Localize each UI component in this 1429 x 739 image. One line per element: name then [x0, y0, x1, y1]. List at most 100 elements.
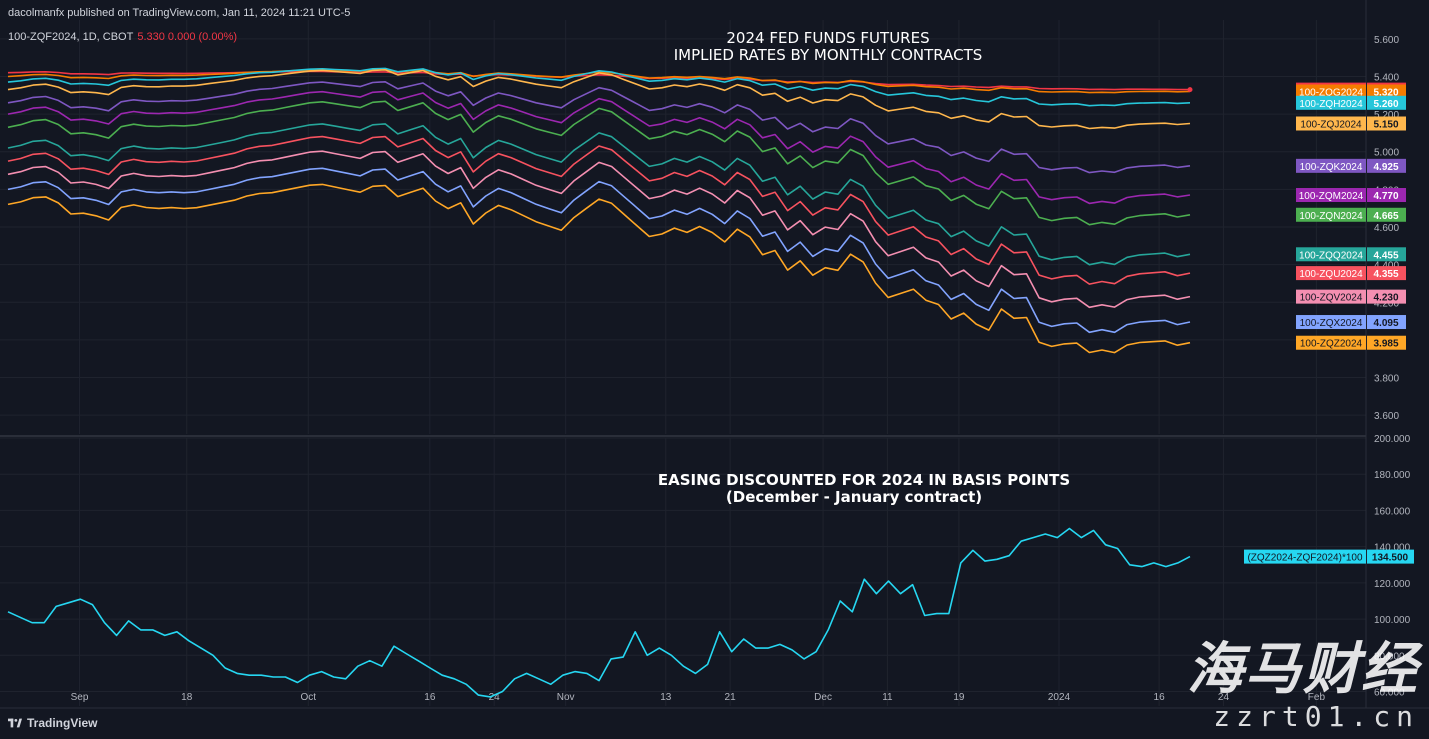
price-tick: 3.600 [1374, 411, 1399, 422]
bottom-pane-grid [0, 437, 1366, 706]
series-name: 100-ZQQ2024 [1299, 250, 1363, 261]
series-name-box [1296, 289, 1366, 304]
price-tick: 160.000 [1374, 506, 1411, 517]
series-last-value: 134.500 [1372, 553, 1409, 564]
price-tick: 4.200 [1374, 298, 1399, 309]
time-tick: 19 [953, 692, 965, 703]
time-tick: 21 [725, 692, 737, 703]
tradingview-logo-icon [8, 718, 22, 728]
price-label-100-zqq2024: 100-ZQQ2024 4.455 [1296, 247, 1406, 262]
bottom-price-axis[interactable]: 200.000 180.000 160.000 140.000 120.000 100.0… [1374, 434, 1411, 699]
time-tick: Nov [557, 692, 575, 703]
series-line-100-zqv2024[interactable] [7, 150, 1191, 309]
time-axis[interactable]: Sep 18 Oct 16 24 Nov 13 21 Dec 11 19 2024 16 24 Feb [71, 692, 1326, 703]
series-line-100-zqg2024[interactable] [7, 69, 1191, 94]
series-value-box [1367, 289, 1406, 304]
series-last-value: 5.150 [1373, 120, 1398, 131]
series-name: 100-ZQG2024 [1299, 88, 1363, 99]
symbol-values: 5.330 0.000 (0.00%) [137, 31, 238, 43]
series-line-100-zqx2024[interactable] [7, 167, 1191, 334]
series-name-box [1296, 84, 1366, 99]
series-line-100-zqm2024[interactable] [7, 90, 1191, 205]
time-tick: 16 [424, 692, 436, 703]
series-value-box [1367, 207, 1406, 222]
time-tick: Oct [301, 692, 317, 703]
price-label-100-zqn2024: 100-ZQN2024 4.665 [1296, 207, 1406, 222]
series-line-100-zqf2024[interactable] [7, 70, 1190, 91]
series-name: 100-ZQV2024 [1300, 293, 1363, 304]
price-label-100-zqx2024: 100-ZQX2024 4.095 [1296, 315, 1406, 330]
time-tick: 24 [1218, 692, 1230, 703]
series-line-100-zqj2024[interactable] [7, 69, 1191, 130]
series-value-box [1367, 188, 1406, 203]
series-name-box [1296, 266, 1366, 281]
series-name-box [1296, 335, 1366, 350]
bottom-chart-title: EASING DISCOUNTED FOR 2024 IN BASIS POIN… [658, 471, 1070, 489]
price-tick: 5.600 [1374, 35, 1399, 46]
series-name: 100-ZQM2024 [1299, 191, 1364, 202]
top-pane-price-labels: 100-ZQF20245.330100-ZQG20245.320100-ZQH2… [1296, 82, 1406, 350]
price-label-100-zqm2024: 100-ZQM2024 4.770 [1296, 188, 1406, 203]
series-last-value: 4.665 [1373, 211, 1398, 222]
series-name-box [1296, 188, 1366, 203]
time-tick: 13 [660, 692, 672, 703]
series-last-value: 4.925 [1373, 162, 1398, 173]
series-value-box [1367, 335, 1406, 350]
series-name: 100-ZQZ2024 [1300, 339, 1363, 350]
price-label-spread: (ZQZ2024-ZQF2024)*100 134.500 [1244, 549, 1414, 564]
price-tick: 200.000 [1374, 434, 1411, 445]
price-tick: 4.600 [1374, 223, 1399, 234]
price-label-100-zqk2024: 100-ZQK2024 4.925 [1296, 158, 1406, 173]
series-value-box [1367, 315, 1406, 330]
series-line-100-zqz2024[interactable] [7, 183, 1191, 354]
series-last-value: 5.260 [1373, 99, 1398, 110]
symbol-name[interactable]: 100-ZQF2024, 1D, CBOT [8, 31, 134, 43]
series-last-value: 4.095 [1373, 318, 1398, 329]
series-name: 100-ZQK2024 [1300, 162, 1363, 173]
series-line-100-zqq2024[interactable] [7, 123, 1191, 266]
time-tick: 11 [882, 692, 893, 703]
series-name-box [1296, 116, 1366, 131]
series-line-spread[interactable] [7, 527, 1191, 698]
price-label-100-zqu2024: 100-ZQU2024 4.355 [1296, 266, 1406, 281]
last-price-dot [1187, 87, 1193, 93]
bottom-chart-subtitle: (December - January contract) [726, 488, 982, 506]
series-line-100-zqh2024[interactable] [7, 67, 1191, 107]
series-name-box [1296, 315, 1366, 330]
price-tick: 80.000 [1374, 651, 1405, 662]
symbol-legend[interactable]: 100-ZQF2024, 1D, CBOT 5.330 0.000 (0.00%) [8, 31, 237, 43]
price-tick: 140.000 [1374, 543, 1411, 554]
price-tick: 120.000 [1374, 579, 1411, 590]
price-tick: 100.000 [1374, 615, 1411, 626]
series-last-value: 4.770 [1373, 191, 1398, 202]
publisher-line: dacolmanfx published on TradingView.com,… [8, 7, 351, 19]
price-tick: 5.400 [1374, 72, 1399, 83]
price-tick: 180.000 [1374, 470, 1411, 481]
series-last-value: 4.355 [1373, 269, 1398, 280]
time-tick: 2024 [1048, 692, 1071, 703]
price-label-100-zqj2024: 100-ZQJ2024 5.150 [1296, 116, 1406, 131]
series-line-100-zqn2024[interactable] [7, 100, 1191, 226]
top-pane-series [7, 67, 1193, 354]
time-tick: Sep [71, 692, 89, 703]
footer-brand[interactable]: TradingView [8, 716, 97, 730]
series-value-box [1367, 158, 1406, 173]
series-last-value: 5.320 [1373, 88, 1398, 99]
price-tick: 3.800 [1374, 374, 1399, 385]
series-value-box [1367, 95, 1406, 110]
footer-brand-text: TradingView [27, 716, 98, 730]
series-value-box [1367, 549, 1414, 564]
time-tick: Feb [1308, 692, 1326, 703]
top-chart-subtitle: IMPLIED RATES BY MONTHLY CONTRACTS [674, 46, 983, 64]
series-line-100-zqu2024[interactable] [7, 135, 1191, 285]
series-name: 100-ZQJ2024 [1300, 120, 1362, 131]
time-tick: 18 [181, 692, 193, 703]
series-name: 100-ZQH2024 [1299, 99, 1363, 110]
series-line-100-zqk2024[interactable] [7, 81, 1191, 174]
series-value-box [1367, 247, 1406, 262]
price-label-100-zqv2024: 100-ZQV2024 4.230 [1296, 289, 1406, 304]
series-name: (ZQZ2024-ZQF2024)*100 [1247, 553, 1362, 564]
time-tick: 24 [489, 692, 501, 703]
series-name-box [1296, 247, 1366, 262]
